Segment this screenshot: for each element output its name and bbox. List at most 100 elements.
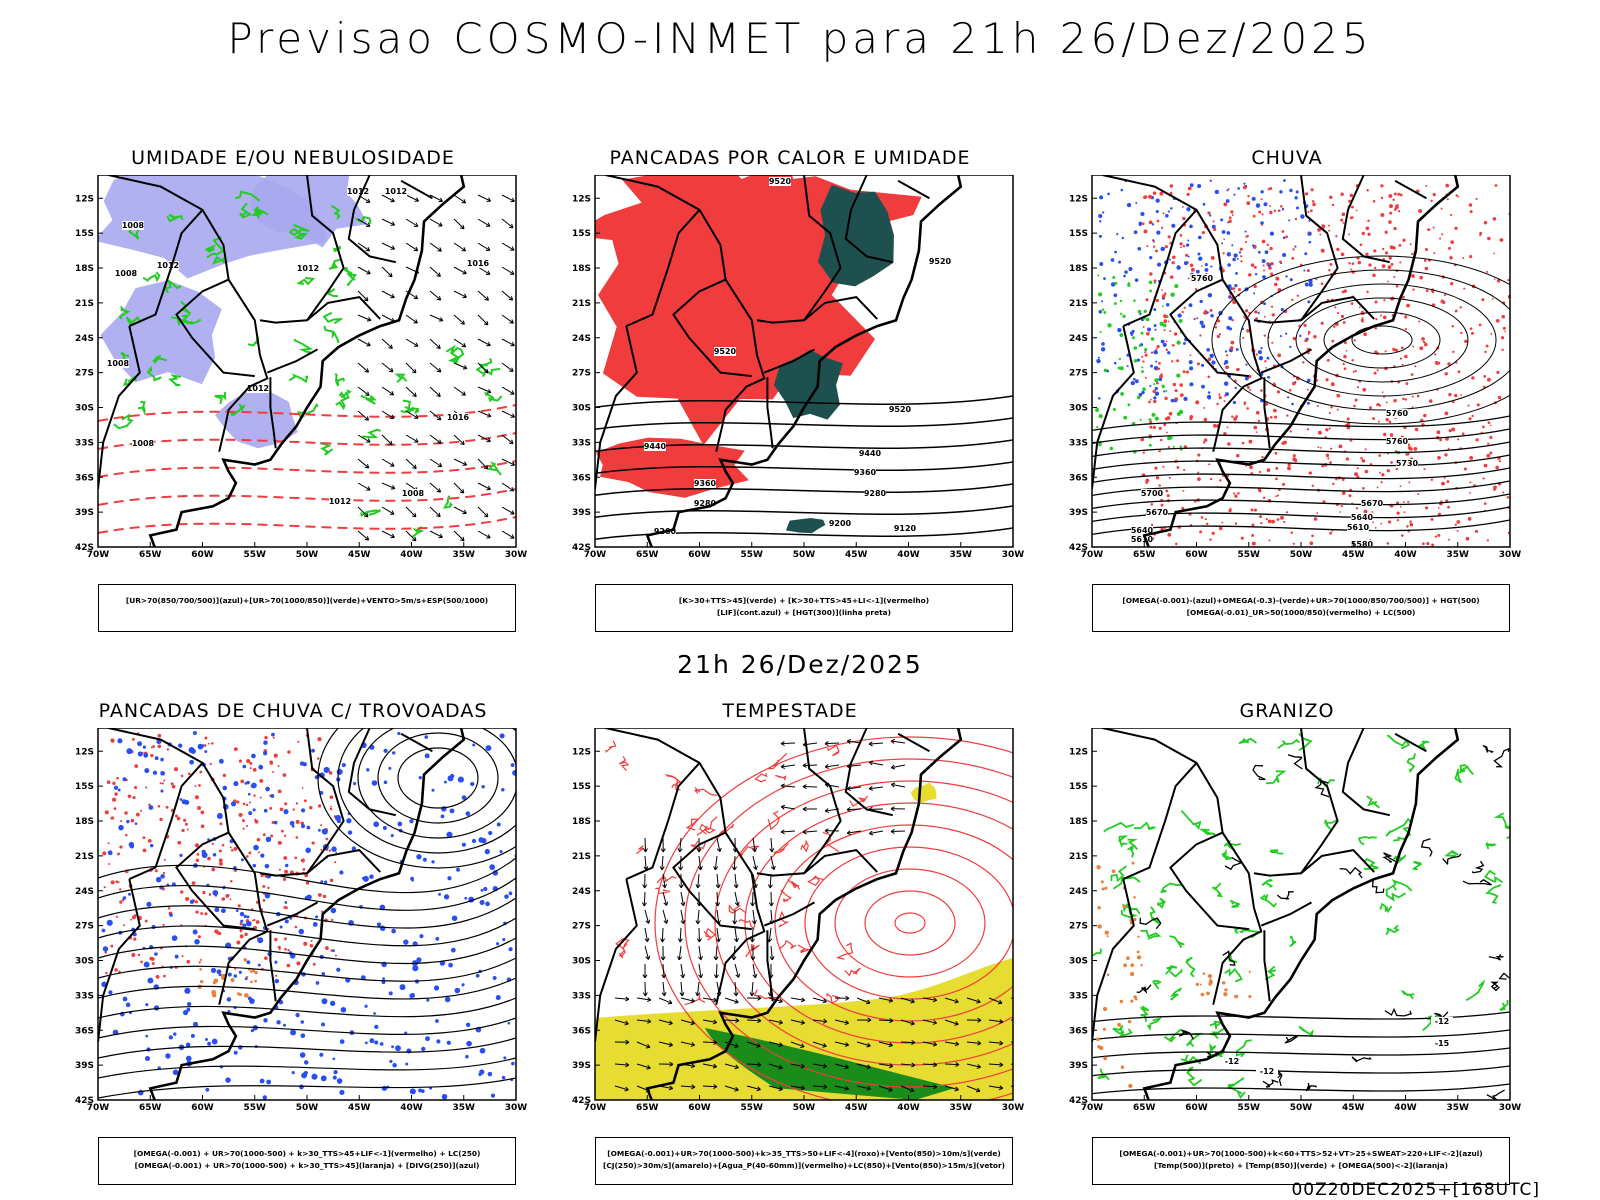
thunder-red-point [104, 951, 108, 954]
lon-tick-label: 45W [348, 550, 371, 560]
thunder-red-point [199, 770, 203, 774]
humidity-1000-850-contour [137, 400, 146, 416]
rain-red-point [1327, 224, 1330, 227]
rain-green-point [1118, 357, 1121, 361]
wind-vector [381, 266, 393, 278]
divergence-blue-point [465, 811, 471, 816]
rain-red-point [1171, 261, 1175, 265]
rain-red-point [1152, 389, 1156, 394]
rain-blue-point [1123, 274, 1126, 278]
rain-red-point [1243, 401, 1247, 405]
border-line [766, 930, 774, 1002]
divergence-blue-point [431, 788, 435, 792]
thunder-red-point [202, 890, 206, 895]
rain-red-point [1233, 290, 1236, 293]
divergence-blue-point [227, 972, 232, 977]
divergence-blue-point [390, 834, 394, 838]
lon-tick-label: 45W [1342, 550, 1365, 560]
temp500-contour [1222, 950, 1236, 966]
divergence-blue-point [226, 997, 232, 1002]
rain-red-point [1276, 518, 1280, 521]
omega-orange-point [1120, 1065, 1125, 1069]
divergence-blue-point [197, 743, 204, 750]
humidity-1000-850-contour [319, 442, 334, 456]
thunder-red-point [150, 746, 153, 749]
rain-red-point [1317, 446, 1320, 449]
divergence-blue-point [122, 896, 127, 900]
border-line [306, 296, 381, 322]
humidity-1000-850-contour [360, 394, 377, 405]
wind-vector [453, 530, 465, 542]
rain-red-point [1225, 354, 1229, 357]
rain-red-point [1273, 408, 1277, 413]
thunder-red-point [297, 740, 300, 743]
rain-red-point [1388, 194, 1393, 198]
rain-red-point [1406, 303, 1410, 308]
rain-red-point [1203, 311, 1207, 315]
map-chuva[interactable]: 5760576057605730570056705640561055805670… [1052, 175, 1522, 575]
map-pancadas-calor[interactable]: 9520952095209520944094409360936092809280… [555, 175, 1025, 575]
rain-red-point [1381, 391, 1384, 394]
rain-red-point [1430, 199, 1433, 203]
wind-vector [677, 956, 683, 961]
rain-red-point [1341, 491, 1346, 496]
temp850-contour [1459, 764, 1474, 776]
lat-tick-label: 30S [572, 957, 591, 967]
divergence-blue-point [264, 863, 270, 869]
thunder-orange-point [254, 970, 258, 975]
rain-red-point [1399, 261, 1402, 264]
wind-vector [501, 314, 514, 324]
temp500-contour [1488, 954, 1504, 961]
lat-tick-label: 36S [572, 1026, 591, 1036]
rain-red-point [1325, 428, 1329, 432]
rain-red-point [1355, 209, 1358, 212]
rain-red-point [1237, 288, 1242, 292]
rain-red-point [1263, 269, 1266, 272]
wind-vector [680, 909, 685, 924]
rain-green-point [1120, 391, 1124, 396]
map-umidade[interactable]: 1012 101210081012100810161012100810121016… [58, 175, 528, 575]
rain-red-point [1168, 476, 1171, 479]
rain-red-point [1253, 265, 1257, 269]
divergence-blue-point [383, 780, 388, 785]
rain-red-point [1506, 496, 1510, 499]
thunder-red-point [280, 829, 284, 833]
water-lc850-contour [664, 773, 678, 789]
rain-red-point [1155, 476, 1160, 480]
rain-red-point [1335, 477, 1338, 481]
map-granizo[interactable]: -12-12-15-1212S15S18S21S24S27S30S33S36S3… [1052, 728, 1522, 1128]
water-lc850-contour [774, 824, 1013, 1022]
rain-blue-point [1258, 250, 1261, 254]
divergence-blue-point [107, 850, 113, 856]
humidity-1000-850-contour [342, 266, 353, 277]
rain-red-point [1441, 233, 1444, 236]
thunder-red-point [329, 795, 334, 799]
temp500-contour [1498, 972, 1510, 980]
rain-blue-point [1230, 287, 1233, 290]
humidity-1000-850-contour [296, 276, 316, 286]
rain-green-point [1170, 436, 1173, 440]
thunder-red-point [195, 858, 200, 862]
rain-red-point [1403, 511, 1406, 514]
temp850-contour [1169, 968, 1183, 978]
rain-blue-point [1183, 396, 1188, 402]
rain-blue-point [1207, 396, 1211, 400]
divergence-blue-point [240, 858, 244, 862]
rain-red-point [1321, 464, 1325, 468]
rain-blue-point [1251, 196, 1256, 201]
temp850-contour [1444, 849, 1459, 859]
wind-vector [733, 855, 736, 871]
rain-green-point [1167, 436, 1172, 441]
rain-blue-point [1260, 221, 1264, 225]
rain-blue-point [1245, 363, 1248, 366]
divergence-blue-point [284, 919, 289, 924]
humidity-1000-850-contour [288, 223, 310, 237]
rain-red-point [1483, 385, 1486, 389]
rain-red-point [1374, 350, 1378, 354]
wind-vector [477, 434, 491, 442]
rain-blue-point [1214, 189, 1220, 195]
border-line [1122, 209, 1198, 328]
water-lc850-contour [779, 940, 797, 950]
